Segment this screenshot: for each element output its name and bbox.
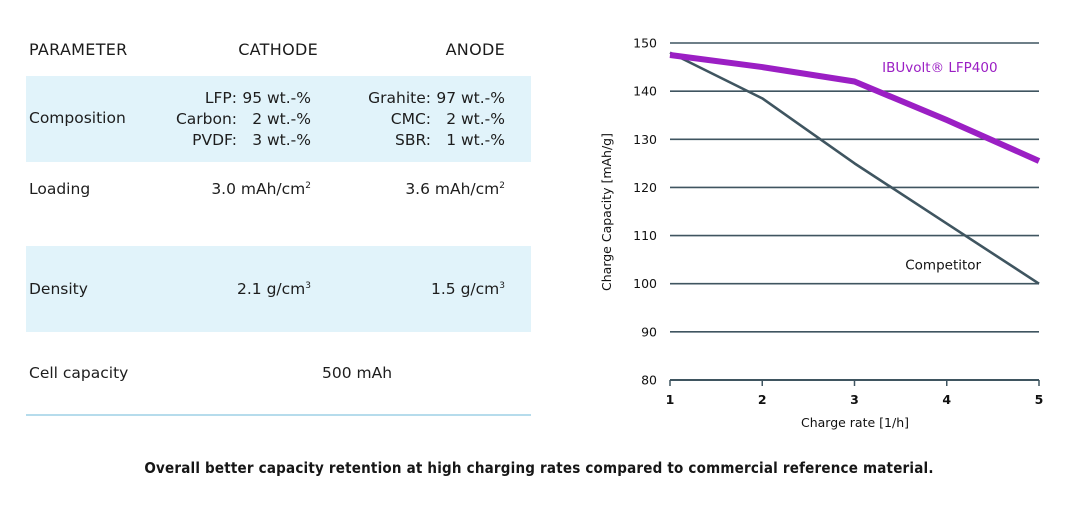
component-value: 95 wt.-%: [242, 89, 311, 107]
y-tick-label: 80: [641, 373, 657, 388]
table-row-composition: Composition LFP: 95 wt.-% Carbon: 2 wt.-% …: [26, 76, 531, 162]
superscript: 2: [305, 181, 311, 191]
x-tick-label: 5: [1035, 392, 1044, 407]
component-value: 2 wt.-%: [252, 110, 311, 128]
composition-line: Grahite: 97 wt.-%: [368, 88, 505, 109]
composition-line: Carbon: 2 wt.-%: [176, 109, 311, 130]
anode-loading: 3.6 mAh/cm2: [405, 180, 505, 198]
value-text: 1.5 g/cm: [431, 280, 500, 298]
y-tick-label: 110: [633, 228, 657, 243]
table-bottom-rule: [26, 414, 531, 416]
superscript: 2: [499, 181, 505, 191]
header-parameter: PARAMETER: [29, 40, 128, 59]
composition-line: LFP: 95 wt.-%: [176, 88, 311, 109]
component-name: PVDF:: [192, 131, 237, 149]
x-tick-labels: 1 2 3 4 5: [666, 392, 1044, 407]
series-line-competitor: [669, 51, 1040, 285]
y-tick-label: 140: [633, 84, 657, 99]
row-label: Loading: [29, 180, 91, 198]
component-name: Carbon:: [175, 110, 237, 128]
table-row-density: Density 2.1 g/cm3 1.5 g/cm3: [26, 246, 531, 332]
row-label: Composition: [29, 109, 126, 127]
x-axis-label: Charge rate [1/h]: [801, 415, 909, 430]
gridlines: [669, 42, 1040, 386]
row-label: Cell capacity: [29, 364, 129, 382]
y-tick-labels: 80 90 100 110 120 130 140 150: [633, 36, 657, 388]
component-value: 97 wt.-%: [436, 89, 505, 107]
table-header: PARAMETER CATHODE ANODE: [26, 28, 531, 76]
component-value: 1 wt.-%: [446, 131, 505, 149]
header-anode: ANODE: [445, 40, 505, 59]
competitor-label: Competitor: [905, 257, 981, 273]
x-tick-label: 1: [666, 392, 675, 407]
series-lines: [669, 51, 1041, 285]
composition-line: PVDF: 3 wt.-%: [176, 130, 311, 151]
cell-capacity-value: 500 mAh: [322, 364, 393, 382]
ibuvolt-label: IBUvolt® LFP400: [882, 60, 997, 76]
x-tick-label: 4: [942, 392, 951, 407]
superscript: 3: [499, 281, 505, 291]
value-text: 2.1 g/cm: [237, 280, 306, 298]
anode-density: 1.5 g/cm3: [431, 280, 505, 298]
caption: Overall better capacity retention at hig…: [144, 459, 934, 477]
y-tick-label: 150: [633, 36, 657, 51]
cathode-loading: 3.0 mAh/cm2: [211, 180, 311, 198]
value-text: 3.0 mAh/cm: [211, 180, 306, 198]
cathode-density: 2.1 g/cm3: [237, 280, 311, 298]
superscript: 3: [305, 281, 311, 291]
row-label: Density: [29, 280, 88, 298]
composition-line: CMC: 2 wt.-%: [368, 109, 505, 130]
y-tick-label: 120: [633, 180, 657, 195]
header-cathode: CATHODE: [238, 40, 318, 59]
x-tick-label: 2: [758, 392, 767, 407]
component-name: LFP:: [204, 89, 237, 107]
value-text: 3.6 mAh/cm: [405, 180, 500, 198]
table-row-loading: Loading 3.0 mAh/cm2 3.6 mAh/cm2: [26, 162, 531, 246]
component-name: CMC:: [390, 110, 431, 128]
y-tick-label: 100: [633, 276, 657, 291]
component-name: SBR:: [395, 131, 431, 149]
component-value: 2 wt.-%: [446, 110, 505, 128]
y-tick-label: 90: [641, 324, 657, 339]
component-value: 3 wt.-%: [252, 131, 311, 149]
cathode-composition: LFP: 95 wt.-% Carbon: 2 wt.-% PVDF: 3 wt.-%: [176, 88, 311, 151]
parameter-table: PARAMETER CATHODE ANODE Composition LFP:…: [26, 28, 531, 416]
series-labels: IBUvolt® LFP400 Competitor: [882, 60, 997, 273]
y-axis-label: Charge Capacity [mAh/g]: [599, 133, 614, 291]
table-row-cell-capacity: Cell capacity 500 mAh: [26, 332, 531, 414]
composition-line: SBR: 1 wt.-%: [368, 130, 505, 151]
x-tick-label: 3: [850, 392, 859, 407]
anode-composition: Grahite: 97 wt.-% CMC: 2 wt.-% SBR: 1 wt.-%: [368, 88, 505, 151]
component-name: Grahite:: [368, 89, 431, 107]
capacity-chart: 80 90 100 110 120 130 140 150 1 2 3 4 5 IBUvolt® LF…: [599, 36, 1044, 431]
y-tick-label: 130: [633, 132, 657, 147]
